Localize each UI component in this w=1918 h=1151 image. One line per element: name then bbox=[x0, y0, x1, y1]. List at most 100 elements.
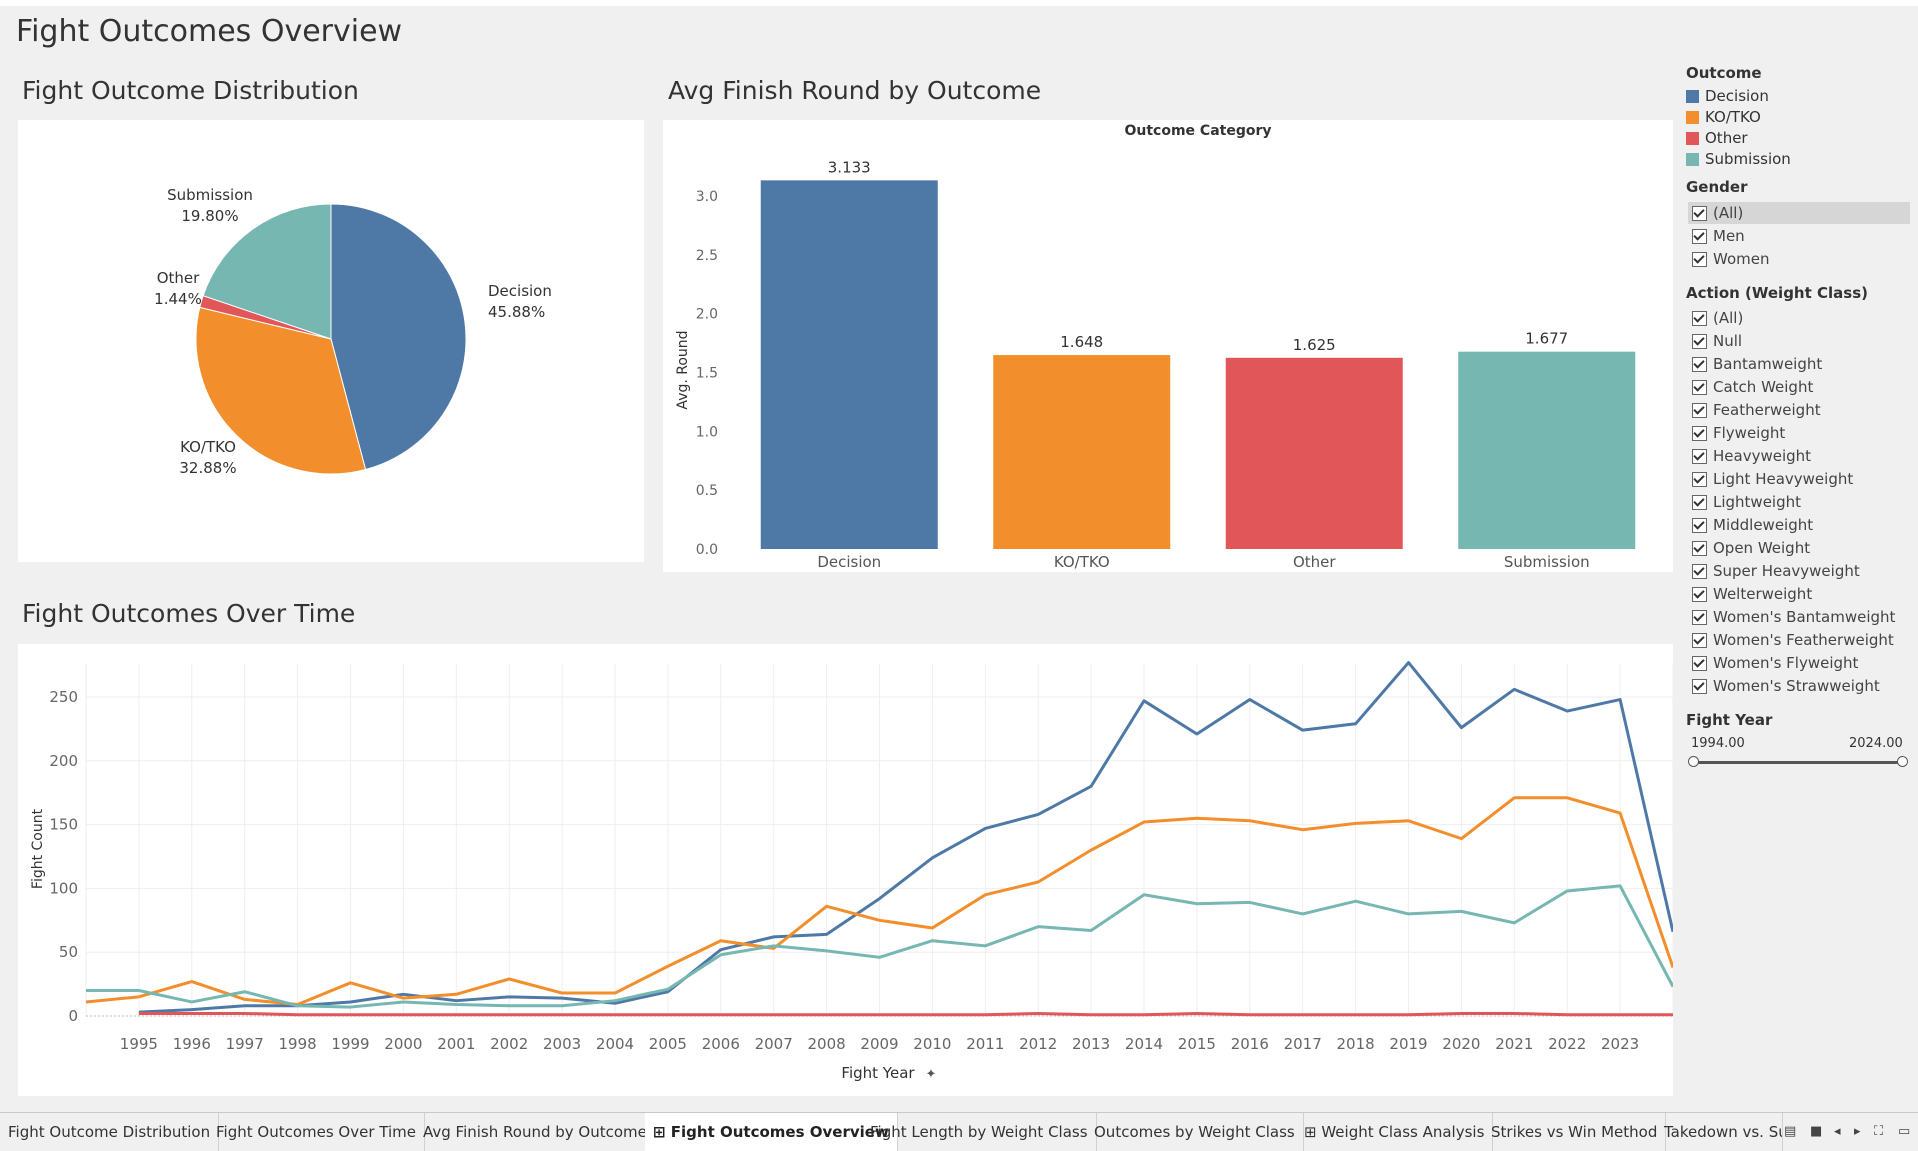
tab-fight-outcomes-overview[interactable]: ⊞ Fight Outcomes Overview bbox=[645, 1113, 898, 1151]
legend-swatch-other bbox=[1686, 132, 1699, 145]
bar-value-other: 1.625 bbox=[1293, 336, 1336, 354]
line-xtick-2013: 2013 bbox=[1072, 1035, 1110, 1053]
weight-option-middleweight[interactable]: Middleweight bbox=[1692, 514, 1907, 536]
line-xtick-1995: 1995 bbox=[120, 1035, 158, 1053]
weight-option-catch-weight[interactable]: Catch Weight bbox=[1692, 376, 1907, 398]
weight-option-all[interactable]: (All) bbox=[1692, 307, 1907, 329]
checkbox-icon[interactable] bbox=[1692, 380, 1707, 395]
line-xtick-2003: 2003 bbox=[543, 1035, 581, 1053]
first-sheet-icon[interactable]: ◂ bbox=[1834, 1124, 1841, 1139]
tab-weight-class-analysis[interactable]: ⊞ Weight Class Analysis bbox=[1296, 1113, 1494, 1151]
checkbox-icon[interactable] bbox=[1692, 252, 1707, 267]
weight-option-women-s-strawweight[interactable]: Women's Strawweight bbox=[1692, 675, 1907, 697]
show-tabs-icon[interactable]: ■ bbox=[1810, 1124, 1823, 1139]
bar-ytick-1-0: 1.0 bbox=[696, 424, 718, 440]
year-slider-track[interactable] bbox=[1693, 761, 1903, 764]
bar-ko-tko bbox=[993, 355, 1171, 549]
pie-label-submission: Submission bbox=[167, 186, 253, 204]
line-xtick-1996: 1996 bbox=[173, 1035, 211, 1053]
pie-slice-ko-tko bbox=[195, 306, 367, 475]
line-ytick-50: 50 bbox=[59, 943, 78, 961]
checkbox-icon[interactable] bbox=[1692, 518, 1707, 533]
tab-takedown-vs-su[interactable]: Takedown vs. Su bbox=[1656, 1113, 1783, 1151]
checkbox-icon[interactable] bbox=[1692, 426, 1707, 441]
checkbox-icon[interactable] bbox=[1692, 206, 1707, 221]
weight-option-label: Null bbox=[1713, 332, 1743, 350]
line-xtick-2012: 2012 bbox=[1019, 1035, 1057, 1053]
weight-option-null[interactable]: Null bbox=[1692, 330, 1907, 352]
checkbox-icon[interactable] bbox=[1692, 357, 1707, 372]
checkbox-icon[interactable] bbox=[1692, 334, 1707, 349]
weight-option-label: Catch Weight bbox=[1713, 378, 1814, 396]
weight-option-label: Women's Bantamweight bbox=[1713, 608, 1896, 626]
gender-option-all[interactable]: (All) bbox=[1688, 202, 1910, 224]
bar-ytick-3-0: 3.0 bbox=[696, 189, 718, 205]
legend-item-submission[interactable]: Submission bbox=[1686, 150, 1791, 168]
year-slider-min-handle[interactable] bbox=[1688, 756, 1699, 767]
checkbox-icon[interactable] bbox=[1692, 633, 1707, 648]
line-xtick-2002: 2002 bbox=[490, 1035, 528, 1053]
show-filmstrip-icon[interactable]: ▤ bbox=[1784, 1124, 1797, 1139]
tab-label: Fight Outcomes Overview bbox=[670, 1123, 889, 1141]
bar-ytick-1-5: 1.5 bbox=[696, 366, 718, 382]
line-ytick-200: 200 bbox=[49, 752, 78, 770]
weight-option-open-weight[interactable]: Open Weight bbox=[1692, 537, 1907, 559]
weight-option-super-heavyweight[interactable]: Super Heavyweight bbox=[1692, 560, 1907, 582]
pie-pct-decision: 45.88% bbox=[488, 303, 545, 321]
checkbox-icon[interactable] bbox=[1692, 472, 1707, 487]
legend-item-other[interactable]: Other bbox=[1686, 129, 1748, 147]
weight-option-label: Lightweight bbox=[1713, 493, 1802, 511]
pie-slice-submission bbox=[202, 203, 332, 340]
weight-option-label: Flyweight bbox=[1713, 424, 1786, 442]
tab-outcomes-by-weight-class[interactable]: Outcomes by Weight Class bbox=[1086, 1113, 1304, 1151]
weight-option-welterweight[interactable]: Welterweight bbox=[1692, 583, 1907, 605]
checkbox-icon[interactable] bbox=[1692, 541, 1707, 556]
weight-option-label: Women's Strawweight bbox=[1713, 677, 1880, 695]
gender-option-men[interactable]: Men bbox=[1692, 225, 1907, 247]
weight-option-lightweight[interactable]: Lightweight bbox=[1692, 491, 1907, 513]
line-xtick-2014: 2014 bbox=[1125, 1035, 1163, 1053]
legend-label-submission: Submission bbox=[1705, 150, 1791, 168]
line-xtick-2023: 2023 bbox=[1601, 1035, 1639, 1053]
checkbox-icon[interactable] bbox=[1692, 311, 1707, 326]
weight-option-light-heavyweight[interactable]: Light Heavyweight bbox=[1692, 468, 1907, 490]
legend-item-decision[interactable]: Decision bbox=[1686, 87, 1769, 105]
tab-strikes-vs-win-method[interactable]: Strikes vs Win Method bbox=[1483, 1113, 1667, 1151]
weight-option-label: Open Weight bbox=[1713, 539, 1811, 557]
line-xtick-2018: 2018 bbox=[1337, 1035, 1375, 1053]
checkbox-icon[interactable] bbox=[1692, 656, 1707, 671]
checkbox-icon[interactable] bbox=[1692, 587, 1707, 602]
year-slider-max-handle[interactable] bbox=[1897, 756, 1908, 767]
weight-option-heavyweight[interactable]: Heavyweight bbox=[1692, 445, 1907, 467]
line-chart: 0 50 100 150 200 250 1995 1996 1997 1998 1999 2000 2… bbox=[30, 661, 1675, 1082]
fullscreen-icon[interactable]: ⛶ bbox=[1874, 1124, 1884, 1139]
tab-fight-length-by-weight-class[interactable]: Fight Length by Weight Class bbox=[862, 1113, 1097, 1151]
next-sheet-icon[interactable]: ▸ bbox=[1854, 1124, 1861, 1139]
checkbox-icon[interactable] bbox=[1692, 229, 1707, 244]
pie-chart-panel: Decision 45.88% KO/TKO 32.88% Other 1.44% Subm… bbox=[18, 120, 644, 562]
checkbox-icon[interactable] bbox=[1692, 679, 1707, 694]
weight-option-flyweight[interactable]: Flyweight bbox=[1692, 422, 1907, 444]
weight-option-featherweight[interactable]: Featherweight bbox=[1692, 399, 1907, 421]
weight-option-women-s-bantamweight[interactable]: Women's Bantamweight bbox=[1692, 606, 1907, 628]
gender-option-women[interactable]: Women bbox=[1692, 248, 1907, 270]
bar-ytick-2-0: 2.0 bbox=[696, 307, 718, 323]
checkbox-icon[interactable] bbox=[1692, 495, 1707, 510]
weight-option-women-s-flyweight[interactable]: Women's Flyweight bbox=[1692, 652, 1907, 674]
tab-label: Strikes vs Win Method bbox=[1491, 1123, 1658, 1141]
checkbox-icon[interactable] bbox=[1692, 564, 1707, 579]
tab-avg-finish-round-by-outcome[interactable]: Avg Finish Round by Outcome bbox=[415, 1113, 656, 1151]
weight-option-women-s-featherweight[interactable]: Women's Featherweight bbox=[1692, 629, 1907, 651]
weight-class-filter-title: Action (Weight Class) bbox=[1686, 284, 1868, 302]
checkbox-icon[interactable] bbox=[1692, 610, 1707, 625]
line-chart-panel: 0 50 100 150 200 250 1995 1996 1997 1998 1999 2000 2… bbox=[18, 644, 1675, 1096]
legend-item-ko-tko[interactable]: KO/TKO bbox=[1686, 108, 1761, 126]
checkbox-icon[interactable] bbox=[1692, 403, 1707, 418]
line-xtick-2008: 2008 bbox=[808, 1035, 846, 1053]
tab-fight-outcome-distribution[interactable]: Fight Outcome Distribution bbox=[0, 1113, 220, 1151]
line-xtick-2004: 2004 bbox=[596, 1035, 634, 1053]
checkbox-icon[interactable] bbox=[1692, 449, 1707, 464]
weight-option-bantamweight[interactable]: Bantamweight bbox=[1692, 353, 1907, 375]
presentation-icon[interactable]: ▭ bbox=[1898, 1124, 1911, 1139]
tab-fight-outcomes-over-time[interactable]: Fight Outcomes Over Time bbox=[208, 1113, 425, 1151]
